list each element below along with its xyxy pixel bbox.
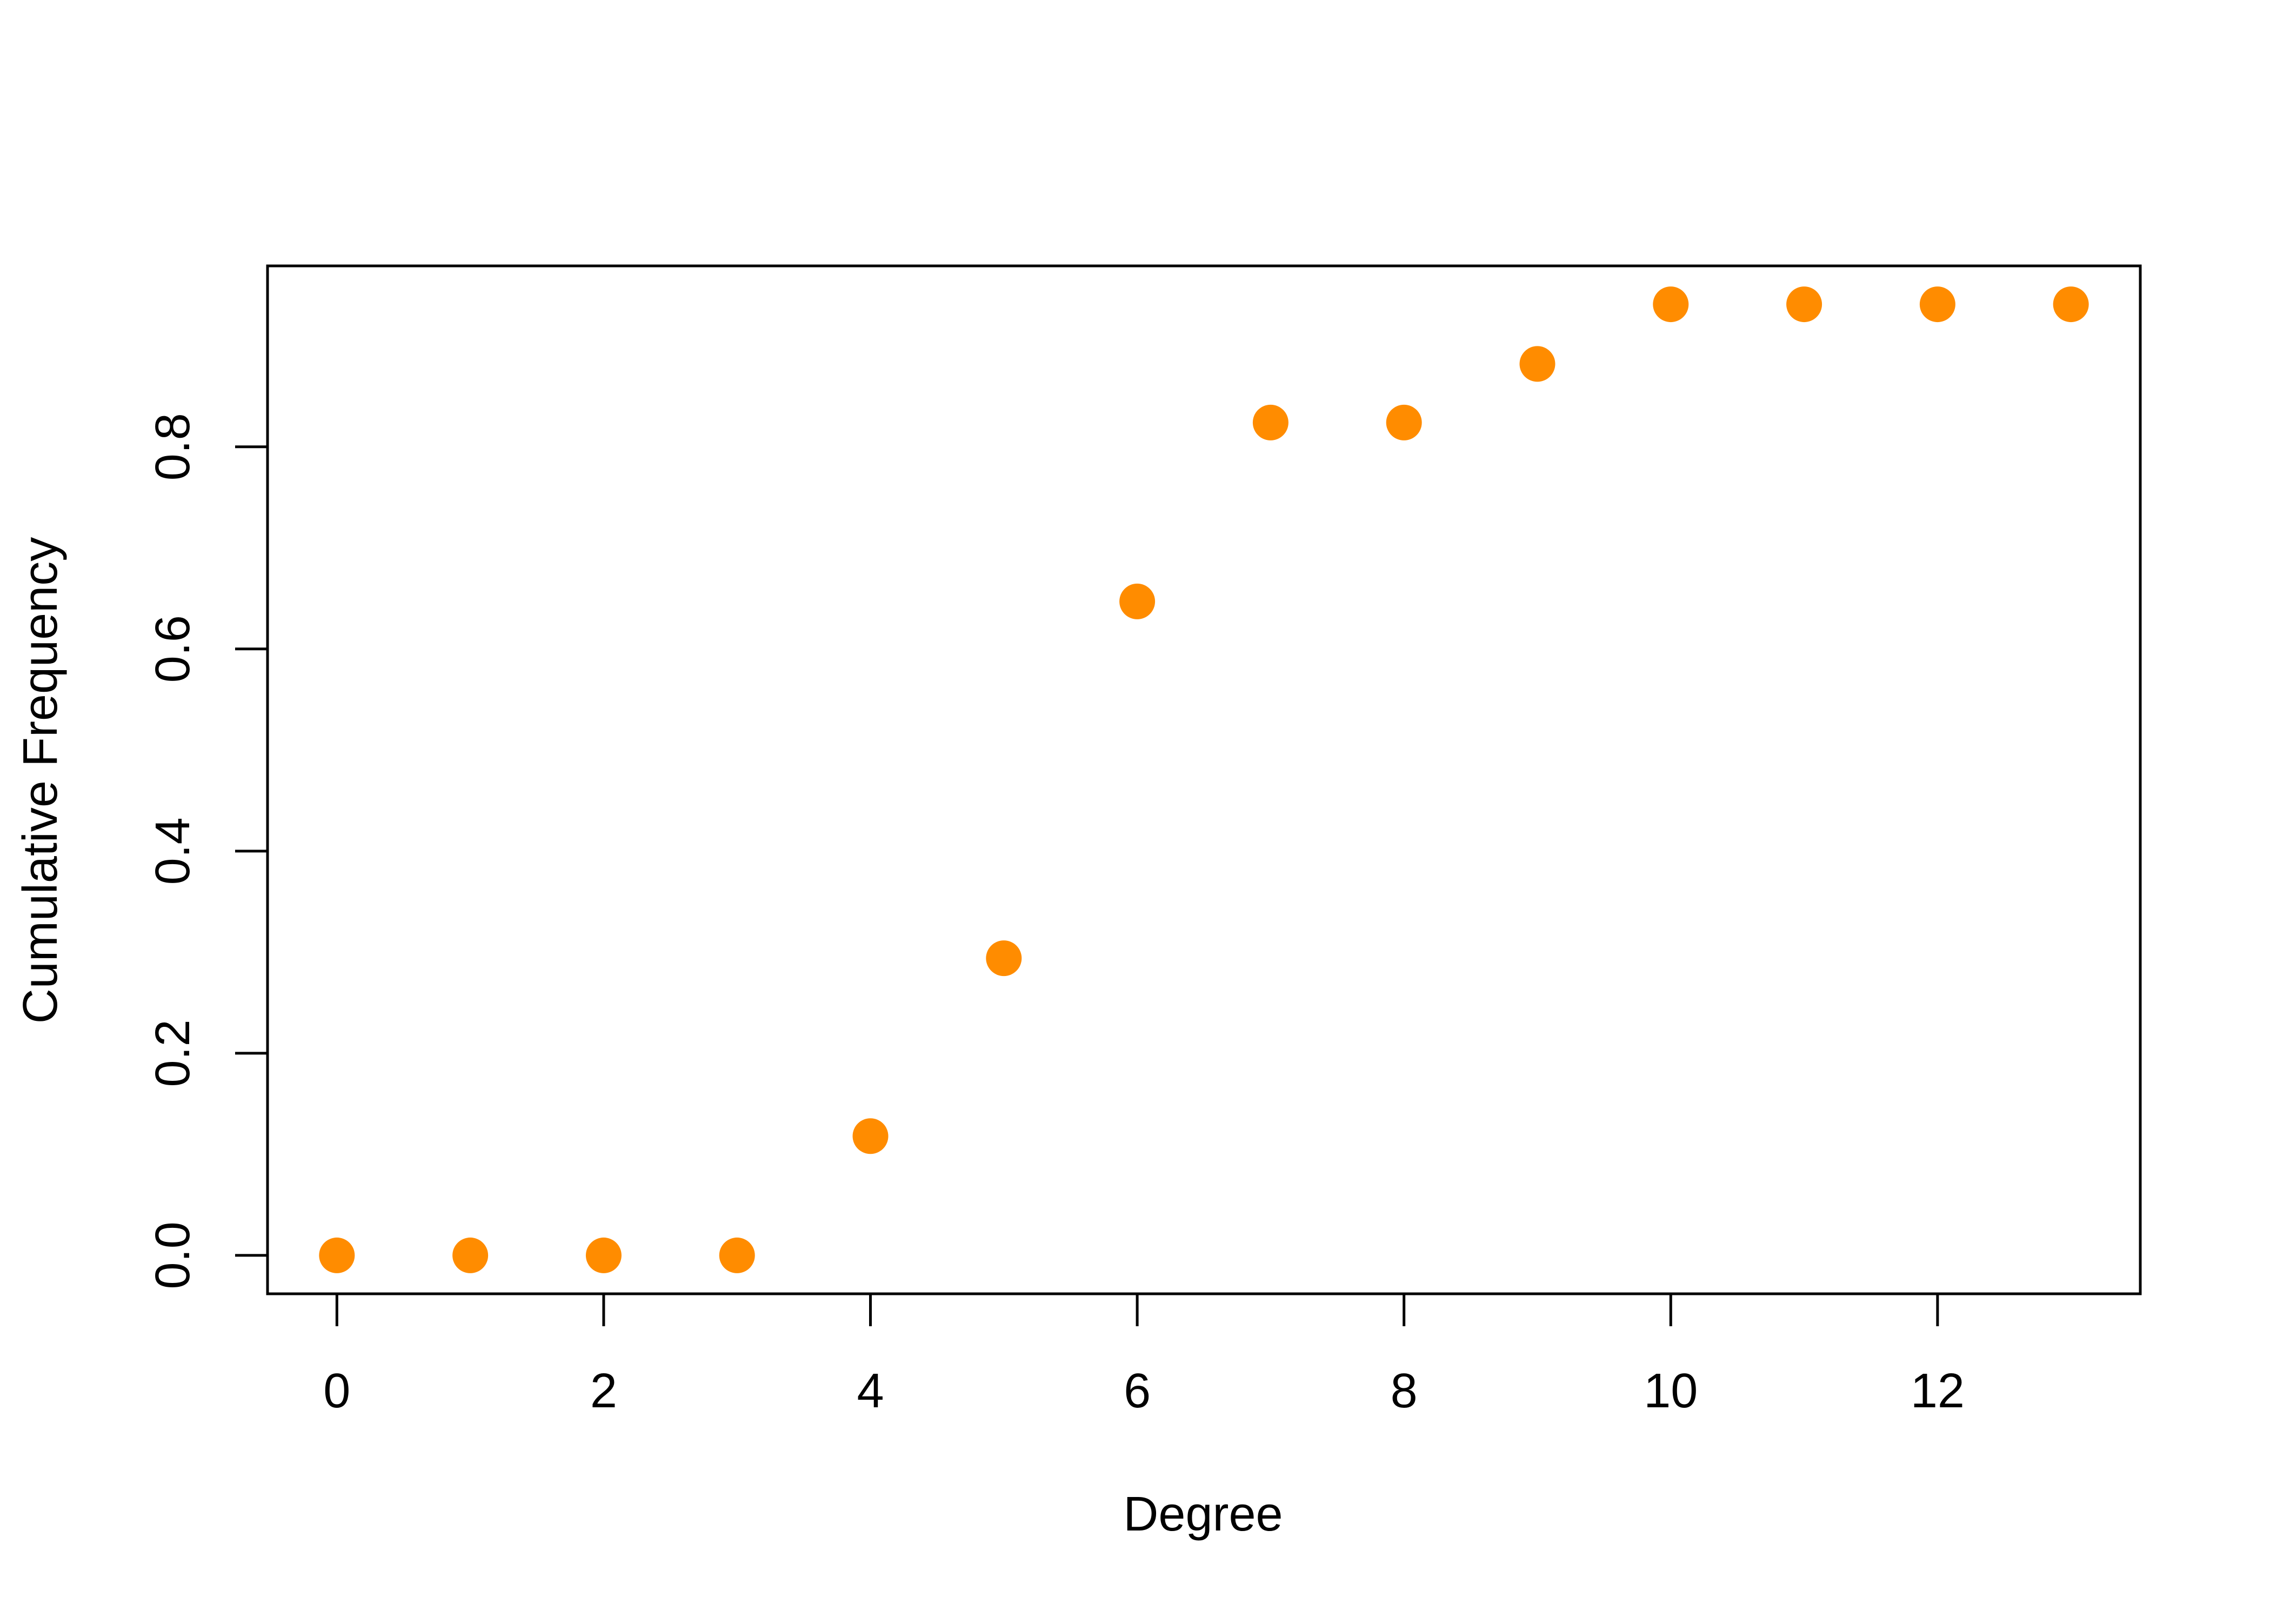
data-points	[319, 286, 2089, 1273]
data-point	[1119, 583, 1156, 619]
x-tick-label: 0	[323, 1364, 350, 1418]
data-point	[1653, 286, 1689, 323]
data-point	[1786, 286, 1822, 323]
y-tick-label: 0.8	[146, 413, 200, 480]
axes-layer: 0 2 4 6 8 10 12 0.0 0.2 0.4 0.6 0.8	[146, 264, 2142, 1418]
x-tick-label: 12	[1911, 1364, 1965, 1418]
data-point	[1252, 404, 1288, 440]
data-point	[719, 1237, 755, 1273]
data-point	[452, 1237, 489, 1273]
x-tick-label: 10	[1644, 1364, 1698, 1418]
x-tick-label: 6	[1124, 1364, 1151, 1418]
data-point	[585, 1237, 622, 1273]
data-point	[2053, 286, 2089, 323]
y-tick-label: 0.0	[146, 1221, 200, 1289]
data-point	[1519, 346, 1555, 382]
y-tick-label: 0.4	[146, 817, 200, 885]
data-point	[1919, 286, 1955, 323]
x-axis-label: Degree	[1123, 1487, 1283, 1541]
y-axis-label: Cumulative Frequency	[14, 537, 68, 1024]
y-tick-label: 0.6	[146, 615, 200, 683]
x-tick-label: 8	[1391, 1364, 1418, 1418]
x-tick-label: 2	[590, 1364, 617, 1418]
x-tick-label: 4	[857, 1364, 884, 1418]
data-point	[319, 1237, 355, 1273]
data-point	[1386, 404, 1422, 440]
y-tick-label: 0.2	[146, 1019, 200, 1087]
data-point	[986, 940, 1022, 977]
data-point	[852, 1118, 889, 1154]
